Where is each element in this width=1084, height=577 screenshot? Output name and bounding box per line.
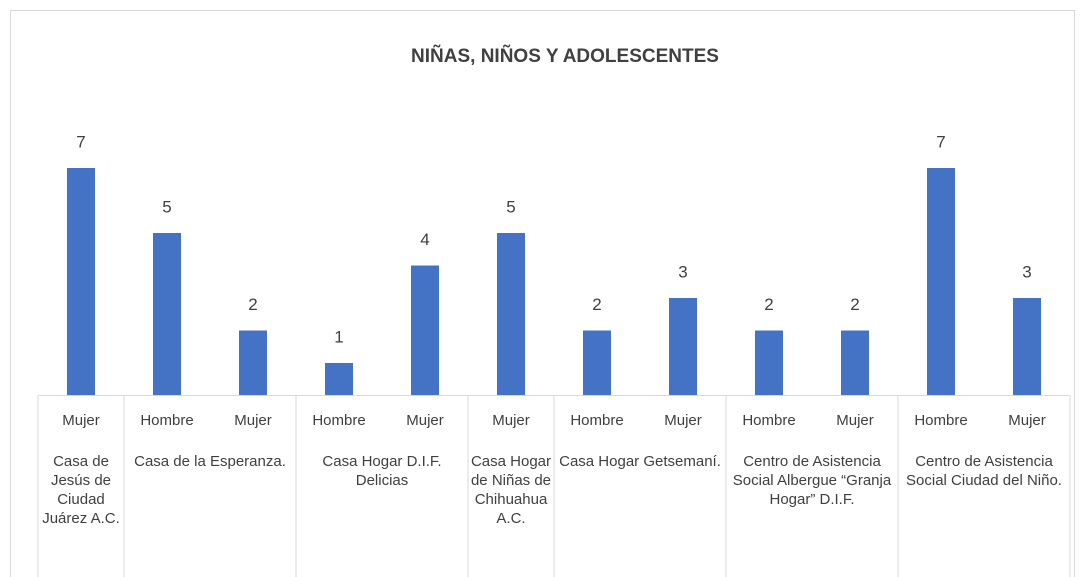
x-tick-label: Mujer: [664, 412, 702, 429]
group-label: Casa Hogar D.I.F. Delicias: [322, 453, 442, 489]
value-label: 2: [850, 295, 859, 314]
bar: [325, 363, 353, 396]
value-label: 3: [1022, 262, 1031, 281]
x-tick-label: Hombre: [312, 412, 365, 429]
value-label: 7: [76, 132, 85, 151]
value-label: 7: [936, 132, 945, 151]
value-label: 5: [162, 197, 171, 216]
chart-border: [10, 10, 1075, 577]
value-label: 1: [334, 327, 343, 346]
bar: [153, 233, 181, 396]
value-label: 2: [248, 295, 257, 314]
group-label: Casa Hogar Getsemaní.: [559, 453, 721, 470]
group-label: Centro de Asistencia Social Ciudad del N…: [906, 453, 1062, 489]
bar: [927, 168, 955, 396]
x-tick-label: Hombre: [914, 412, 967, 429]
bar: [67, 168, 95, 396]
bar: [239, 330, 267, 396]
value-label: 4: [420, 230, 429, 249]
bar: [411, 265, 439, 396]
x-tick-label: Mujer: [836, 412, 874, 429]
bar: [1013, 298, 1041, 396]
x-tick-label: Mujer: [406, 412, 444, 429]
group-label: Casa de la Esperanza.: [134, 453, 286, 470]
x-tick-label: Mujer: [234, 412, 272, 429]
bar: [583, 330, 611, 396]
group-label: Casa Hogar de Niñas de Chihuahua A.C.: [470, 453, 552, 527]
x-tick-label: Mujer: [62, 412, 100, 429]
bar: [755, 330, 783, 396]
value-label: 3: [678, 262, 687, 281]
bar: [669, 298, 697, 396]
x-tick-label: Hombre: [570, 412, 623, 429]
group-label: Casa de Jesús de Ciudad Juárez A.C.: [42, 453, 120, 527]
bar: [841, 330, 869, 396]
value-label: 2: [764, 295, 773, 314]
x-tick-label: Mujer: [492, 412, 530, 429]
x-tick-label: Hombre: [140, 412, 193, 429]
chart-title: NIÑAS, NIÑOS Y ADOLESCENTES: [411, 45, 719, 67]
group-label: Centro de Asistencia Social Albergue “Gr…: [732, 453, 892, 508]
value-label: 2: [592, 295, 601, 314]
value-label: 5: [506, 197, 515, 216]
x-tick-label: Mujer: [1008, 412, 1046, 429]
bar: [497, 233, 525, 396]
x-tick-label: Hombre: [742, 412, 795, 429]
